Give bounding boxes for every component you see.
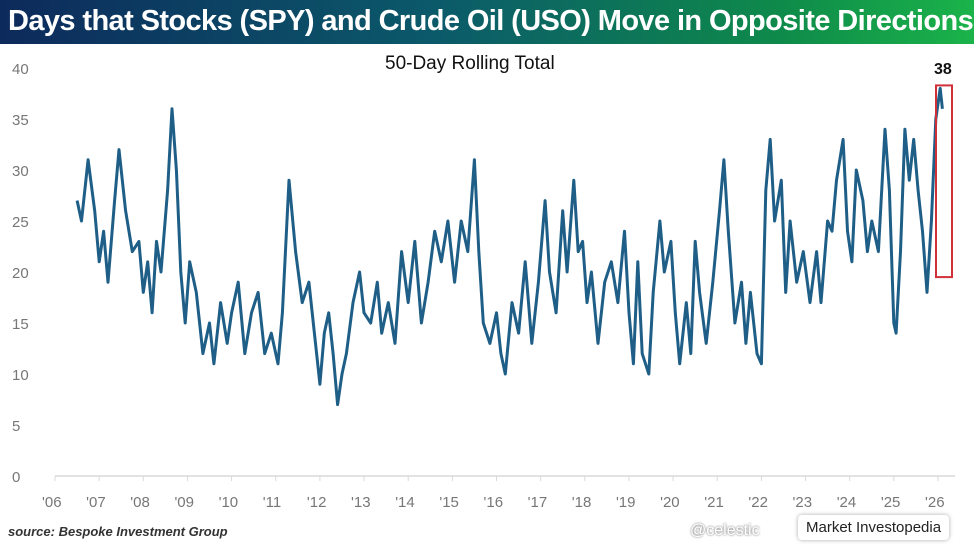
y-tick-label: 20	[12, 265, 29, 282]
y-tick-label: 25	[12, 214, 29, 231]
x-tick-label: '12	[307, 494, 327, 511]
x-tick-label: '06	[42, 494, 62, 511]
x-tick-label: '08	[130, 494, 150, 511]
x-tick-label: '15	[439, 494, 459, 511]
y-tick-label: 30	[12, 163, 29, 180]
x-tick-label: '14	[395, 494, 415, 511]
x-tick-label: '26	[925, 494, 945, 511]
watermark-label: Market Investopedia	[798, 515, 950, 540]
x-tick-label: '18	[572, 494, 592, 511]
x-tick-label: '21	[704, 494, 724, 511]
x-tick-label: '07	[86, 494, 106, 511]
title-bar: Days that Stocks (SPY) and Crude Oil (US…	[0, 0, 974, 44]
x-tick-label: '10	[219, 494, 239, 511]
x-tick-label: '22	[748, 494, 768, 511]
y-tick-label: 40	[12, 61, 29, 78]
annotation-box	[935, 84, 953, 279]
annotation-label: 38	[934, 61, 952, 78]
y-tick-label: 10	[12, 367, 29, 384]
watermark-handle: @celestic	[690, 522, 760, 539]
x-tick-label: '24	[837, 494, 857, 511]
x-tick-label: '17	[528, 494, 548, 511]
source-note: source: Bespoke Investment Group	[8, 524, 228, 539]
x-tick-label: '20	[660, 494, 680, 511]
y-tick-label: 5	[12, 418, 20, 435]
x-tick-label: '09	[174, 494, 194, 511]
series-line	[75, 86, 944, 407]
x-tick-label: '16	[484, 494, 504, 511]
x-tick-label: '11	[263, 494, 281, 511]
x-tick-label: '13	[351, 494, 371, 511]
chart-title: Days that Stocks (SPY) and Crude Oil (US…	[8, 5, 974, 37]
y-tick-label: 35	[12, 112, 29, 129]
x-tick-label: '19	[616, 494, 636, 511]
x-tick-label: '25	[881, 494, 901, 511]
y-tick-label: 0	[12, 469, 20, 486]
x-tick-label: '23	[793, 494, 813, 511]
y-tick-label: 15	[12, 316, 29, 333]
chart-subtitle: 50-Day Rolling Total	[385, 53, 555, 74]
